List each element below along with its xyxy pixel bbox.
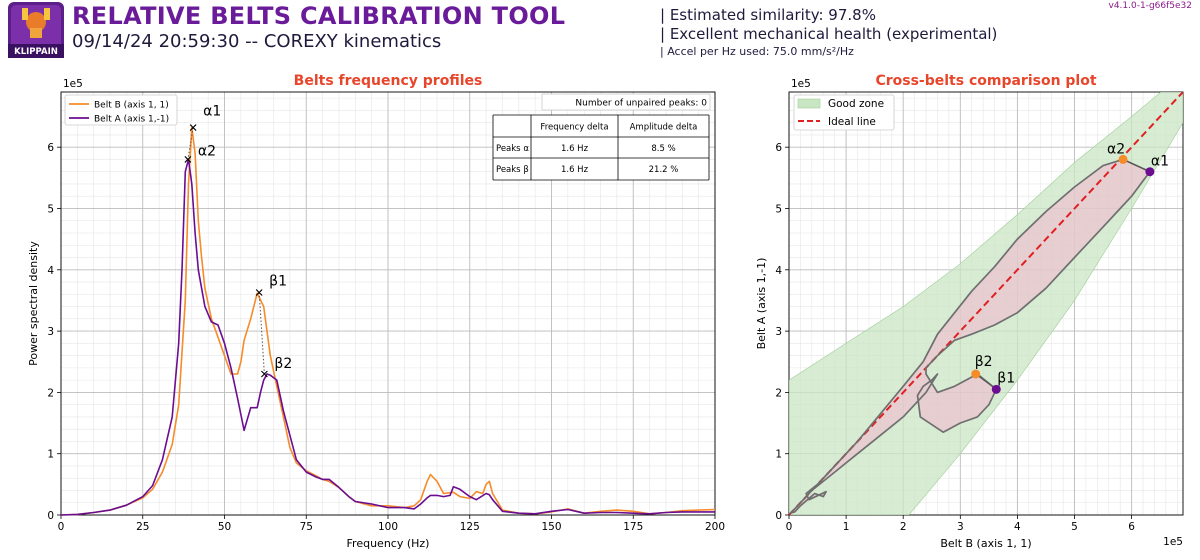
y-offset-label: 1e5: [791, 78, 811, 90]
legend-entry: Belt B (axis 1, 1): [94, 101, 169, 111]
y-tick-label: 2: [775, 387, 782, 399]
y-tick-label: 6: [47, 142, 54, 154]
x-tick-label: 75: [300, 521, 313, 533]
legend-entry: Ideal line: [828, 116, 876, 128]
y-axis-label: Power spectral density: [27, 241, 40, 366]
page-title: RELATIVE BELTS CALIBRATION TOOL: [72, 2, 566, 30]
legend: Belt B (axis 1, 1) Belt A (axis 1,-1): [64, 94, 178, 126]
table-cell: Peaks β: [496, 165, 529, 175]
peak-marker: [255, 289, 263, 296]
peak-point: [1145, 167, 1155, 177]
x-tick-label: 4: [1014, 521, 1021, 533]
chart-title: Belts frequency profiles: [294, 73, 483, 89]
y-tick-label: 3: [775, 326, 782, 338]
cross-curve-line: [789, 158, 1151, 515]
frequency-profile-chart: 0 25 50 75 100 125 150 175 200 0 1 2 3 4 5 6 Belts frequ…: [27, 73, 725, 550]
table-header-cell: Frequency delta: [540, 123, 608, 133]
peak-point-label: β1: [997, 370, 1015, 386]
x-tick-label: 1: [843, 521, 850, 533]
cross-curve-fill: [790, 159, 1150, 514]
version-text: v4.1.0-1-g66f5e32: [1108, 1, 1193, 11]
x-tick-label: 0: [786, 521, 793, 533]
legend-swatch: [797, 98, 821, 109]
y-tick-label: 4: [47, 265, 54, 277]
x-tick-label: 5: [1071, 521, 1078, 533]
peak-point-label: α2: [1107, 141, 1125, 157]
peak-marker: [189, 124, 197, 131]
x-tick-label: 3: [957, 521, 964, 533]
table-cell: 21.2 %: [649, 165, 679, 175]
peak-point-label: α1: [1151, 154, 1169, 170]
y-tick-label: 1: [47, 449, 54, 461]
peak-point: [1118, 154, 1128, 164]
similarity-text: | Estimated similarity: 97.8%: [660, 6, 876, 24]
accel-text: | Accel per Hz used: 75.0 mm/s²/Hz: [660, 45, 854, 58]
ideal-line: [789, 92, 1183, 515]
klippain-logo: KLIPPAIN: [8, 2, 64, 58]
logo-text: KLIPPAIN: [14, 47, 58, 57]
x-offset-label: 1e5: [1163, 536, 1183, 548]
chart-title: Cross-belts comparison plot: [875, 73, 1096, 89]
peak-label: α2: [198, 143, 216, 159]
table-cell: 1.6 Hz: [561, 144, 589, 154]
y-tick-label: 4: [775, 265, 782, 277]
legend: Good zone Ideal line: [793, 94, 895, 131]
y-offset-label: 1e5: [63, 78, 83, 90]
unpaired-peaks-text: Number of unpaired peaks: 0: [575, 99, 707, 109]
peak-point-label: β2: [975, 354, 993, 370]
y-tick-label: 0: [775, 510, 782, 522]
belt-a-series-line: [60, 158, 715, 516]
legend-box: [64, 94, 178, 126]
plot-frame: [60, 91, 716, 516]
y-axis-label: Belt A (axis 1,-1): [755, 258, 768, 350]
x-tick-label: 150: [541, 521, 561, 533]
y-tick-label: 3: [47, 326, 54, 338]
peak-point: [991, 384, 1001, 394]
table-cell: Peaks α: [496, 144, 529, 154]
x-tick-label: 2: [900, 521, 907, 533]
table-background: [493, 115, 709, 180]
peak-label: β2: [274, 356, 292, 372]
y-tick-label: 5: [775, 203, 782, 215]
y-tick-label: 1: [775, 449, 782, 461]
y-tick-label: 6: [775, 142, 782, 154]
health-text: | Excellent mechanical health (experimen…: [660, 25, 998, 43]
peak-label: α1: [203, 104, 221, 120]
peaks-table: Number of unpaired peaks: 0 Frequency del…: [492, 93, 711, 181]
legend-entry: Belt A (axis 1,-1): [94, 115, 169, 125]
x-tick-label: 200: [705, 521, 725, 533]
unpaired-peaks-box: [541, 93, 711, 111]
peak-point: [971, 369, 981, 379]
table-cell: 1.6 Hz: [561, 165, 589, 175]
plot-area: [789, 92, 1183, 515]
x-tick-label: 125: [460, 521, 480, 533]
x-tick-label: 0: [58, 521, 65, 533]
plot-frame: [788, 91, 1184, 516]
x-tick-label: 175: [623, 521, 643, 533]
table-cell: 8.5 %: [651, 144, 675, 154]
y-tick-label: 2: [47, 387, 54, 399]
page-subtitle: 09/14/24 20:59:30 -- COREXY kinematics: [72, 31, 442, 52]
y-tick-label: 5: [47, 203, 54, 215]
table-header-cell: Amplitude delta: [630, 123, 698, 133]
x-tick-label: 25: [136, 521, 149, 533]
peak-marker: [261, 370, 268, 378]
legend-entry: Good zone: [828, 98, 884, 110]
x-tick-label: 100: [378, 521, 398, 533]
x-axis-label: Belt B (axis 1, 1): [940, 537, 1031, 550]
x-tick-label: 50: [218, 521, 231, 533]
x-tick-label: 6: [1128, 521, 1135, 533]
peak-marker: [184, 156, 192, 163]
x-axis-label: Frequency (Hz): [347, 537, 430, 550]
cross-belts-chart: 0 1 2 3 4 5 6 0 1 2 3 4 5 6 Cross-belts comparison plo…: [755, 73, 1184, 550]
y-tick-label: 0: [47, 510, 54, 522]
peak-label: β1: [269, 273, 287, 289]
peak-pair-connector: [1122, 158, 1151, 173]
